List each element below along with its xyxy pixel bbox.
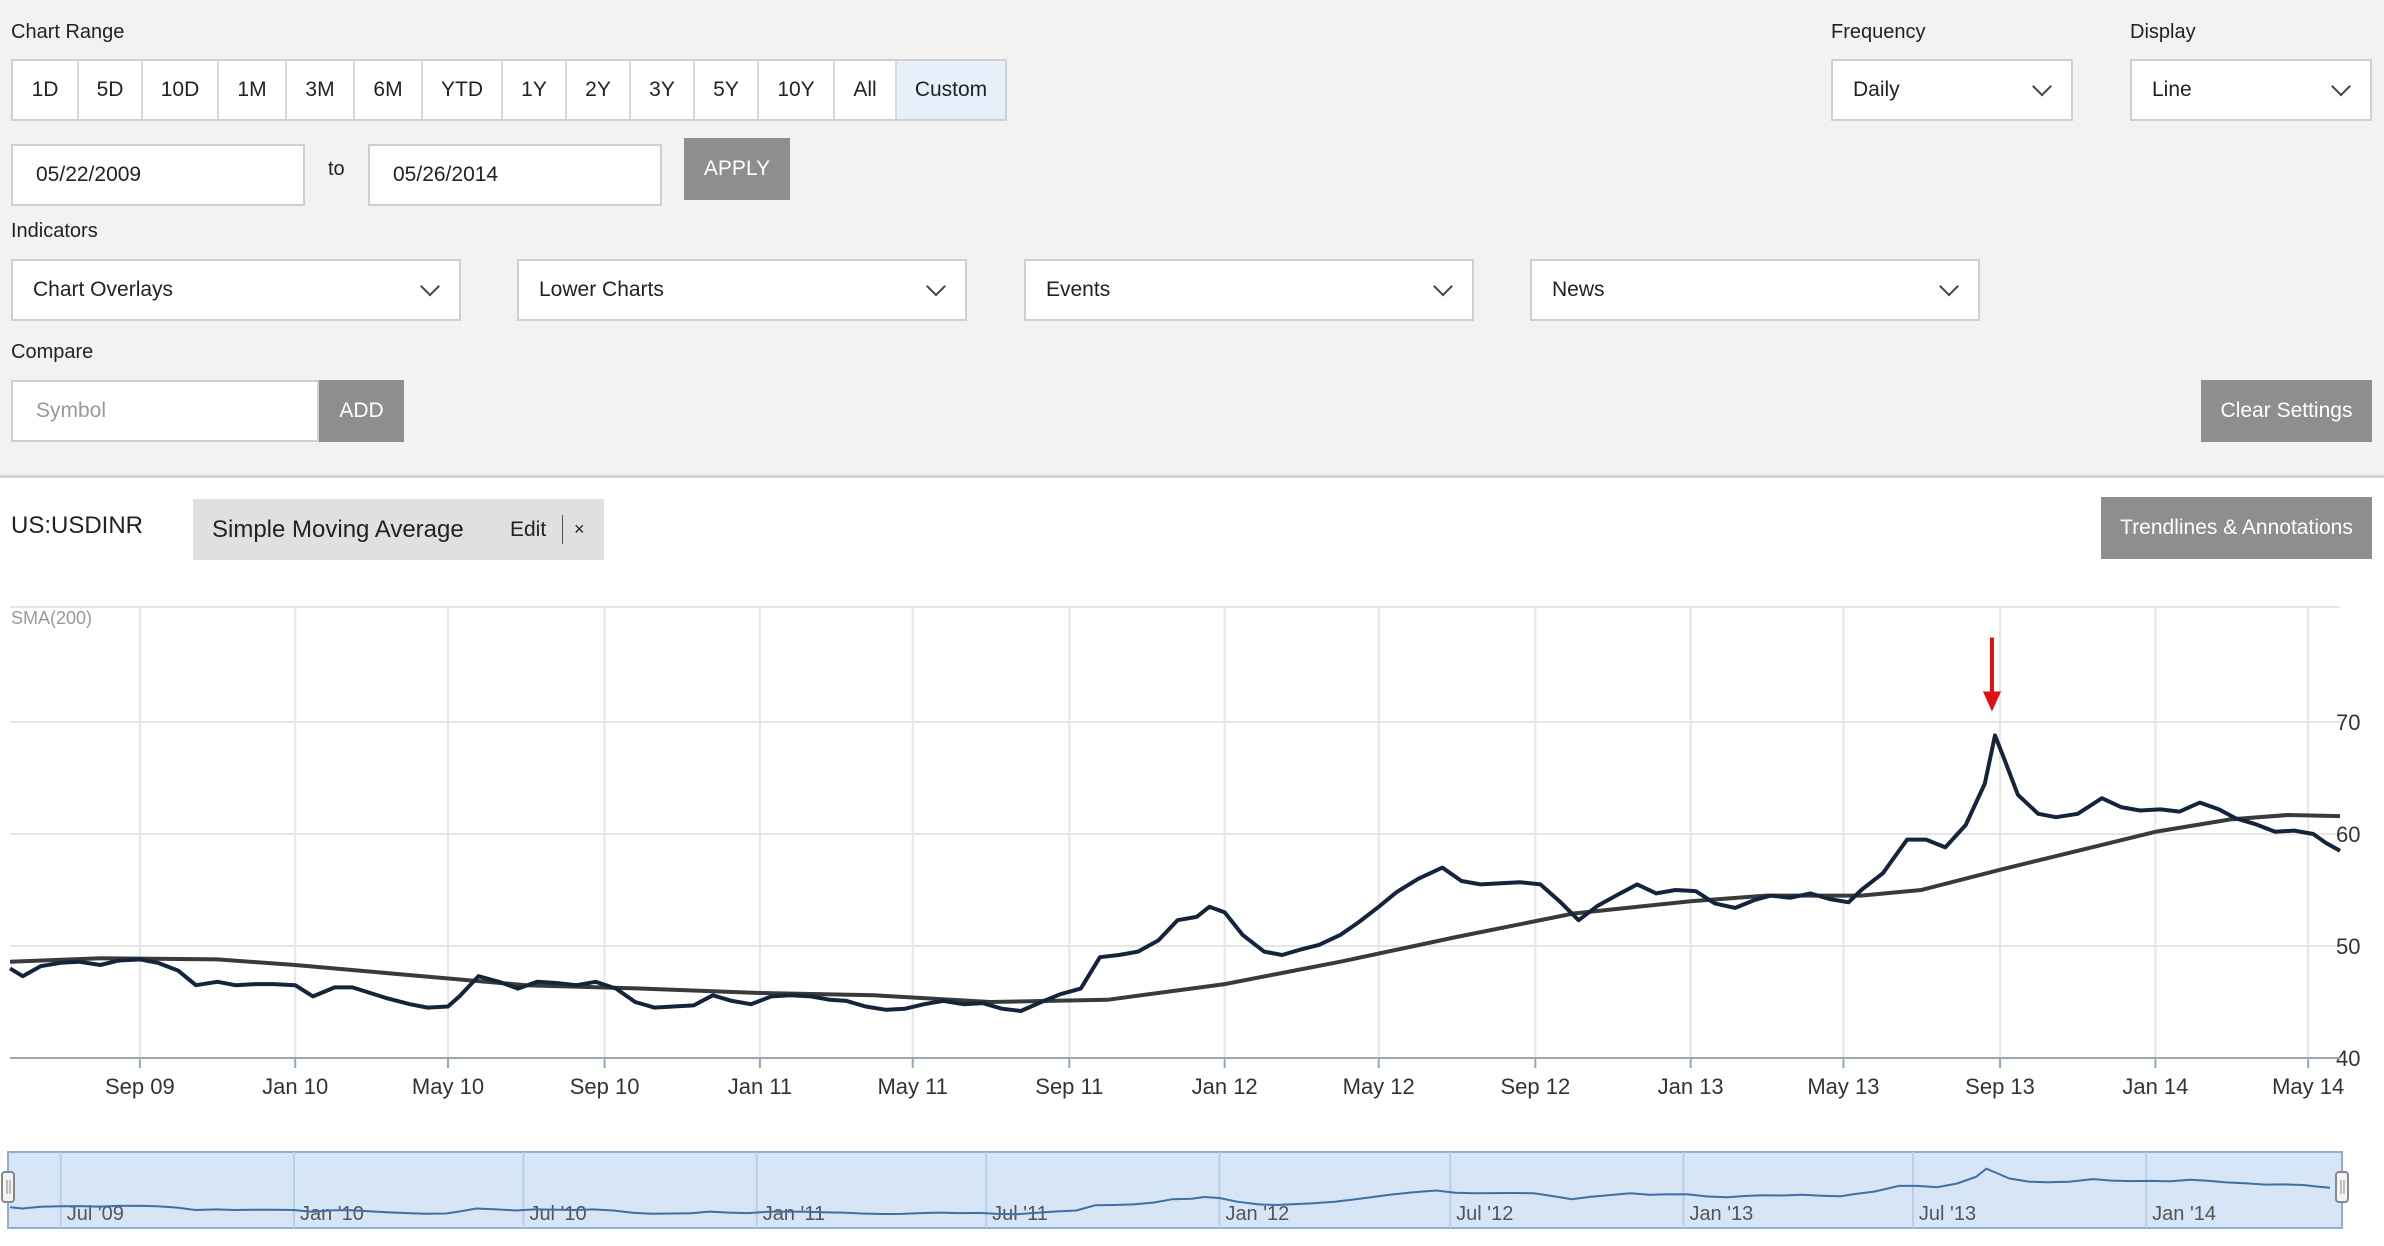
indicator-pill: Simple Moving Average Edit × [193,499,604,560]
sma-line [9,812,2341,1005]
range-button-1y[interactable]: 1Y [503,61,567,119]
to-date-value: 05/26/2014 [393,163,499,186]
x-tick-label: Sep 13 [1965,1074,2035,1099]
to-date-input[interactable]: 05/26/2014 [368,144,662,206]
navigator-label: Jul '10 [529,1203,586,1225]
y-tick-label: 50 [2336,934,2360,959]
indicator-menu-news[interactable]: News [1530,259,1980,321]
range-button-5d[interactable]: 5D [79,61,143,119]
remove-indicator-button[interactable]: × [574,519,585,539]
navigator-handle[interactable] [1,1171,15,1203]
apply-button[interactable]: APPLY [684,138,790,200]
symbol-input[interactable]: Symbol [11,380,319,442]
indicator-menu-label: Lower Charts [539,278,664,301]
y-tick-label: 70 [2336,710,2360,735]
compare-label: Compare [11,341,94,363]
indicator-menu-lower-charts[interactable]: Lower Charts [517,259,967,321]
indicator-menu-events[interactable]: Events [1024,259,1474,321]
from-date-input[interactable]: 05/22/2009 [11,144,305,206]
x-tick-label: May 13 [1807,1074,1879,1099]
pill-divider [562,515,563,544]
x-tick-label: May 10 [412,1074,484,1099]
range-button-5y[interactable]: 5Y [695,61,759,119]
x-tick-label: Jan 12 [1192,1074,1258,1099]
controls-panel: Chart Range 1D 5D 10D 1M 3M 6M YTD 1Y 2Y 3Y 5Y 10Y A… [0,0,2384,478]
sma-label: SMA(200) [11,608,93,628]
range-button-3m[interactable]: 3M [287,61,355,119]
add-button[interactable]: ADD [319,380,404,442]
display-select[interactable]: Line [2130,59,2372,121]
range-button-6m[interactable]: 6M [355,61,423,119]
range-button-3y[interactable]: 3Y [631,61,695,119]
range-button-10d[interactable]: 10D [143,61,219,119]
navigator-line [9,1167,2331,1216]
chart-range-label: Chart Range [11,21,125,43]
symbol-placeholder: Symbol [36,399,107,422]
navigator-label: Jan '11 [763,1203,825,1225]
symbol-title: US:USDINR [11,512,144,539]
indicators-label: Indicators [11,220,98,242]
from-date-value: 05/22/2009 [36,163,142,186]
display-label: Display [2130,21,2196,43]
y-tick-label: 40 [2336,1046,2360,1071]
navigator-label: Jul '13 [1919,1203,1976,1225]
indicator-menu-chart-overlays[interactable]: Chart Overlays [11,259,461,321]
to-label: to [328,158,345,180]
range-button-ytd[interactable]: YTD [423,61,503,119]
navigator-label: Jan '14 [2152,1203,2216,1225]
x-tick-label: Jan 13 [1658,1074,1724,1099]
display-value: Line [2152,78,2192,101]
x-tick-label: May 11 [877,1074,948,1099]
edit-indicator-button[interactable]: Edit [510,517,547,541]
x-tick-label: Sep 11 [1035,1074,1103,1099]
range-button-2y[interactable]: 2Y [567,61,631,119]
indicator-menu-label: Events [1046,278,1111,301]
x-tick-label: Jan 10 [262,1074,328,1099]
x-tick-label: Sep 09 [105,1074,175,1099]
frequency-label: Frequency [1831,21,1926,43]
clear-settings-button[interactable]: Clear Settings [2201,380,2372,442]
navigator-handle[interactable] [2335,1171,2349,1203]
indicator-menu-label: News [1552,278,1605,301]
price-line [8,733,2341,1013]
x-tick-label: May 14 [2272,1074,2344,1099]
range-button-custom[interactable]: Custom [897,61,1005,119]
frequency-value: Daily [1853,78,1900,101]
indicator-menu-label: Chart Overlays [33,278,174,301]
navigator-label: Jul '09 [67,1203,124,1225]
x-tick-label: Sep 10 [570,1074,640,1099]
frequency-select[interactable]: Daily [1831,59,2073,121]
indicator-name: Simple Moving Average [212,515,464,543]
range-button-1d[interactable]: 1D [13,61,79,119]
range-button-1m[interactable]: 1M [219,61,287,119]
navigator-label: Jul '12 [1456,1203,1513,1225]
x-tick-label: Jan 14 [2122,1074,2188,1099]
x-tick-label: Sep 12 [1500,1074,1570,1099]
navigator-label: Jan '12 [1225,1203,1289,1225]
y-tick-label: 60 [2336,822,2360,847]
trendlines-annotations-button[interactable]: Trendlines & Annotations [2101,497,2372,559]
x-tick-label: May 12 [1343,1074,1415,1099]
annotation-arrow-head [1982,691,2001,712]
x-tick-label: Jan 11 [728,1074,792,1099]
range-button-10y[interactable]: 10Y [759,61,835,119]
navigator-label: Jan '13 [1689,1203,1753,1225]
range-button-all[interactable]: All [835,61,897,119]
navigator-label: Jan '10 [300,1203,364,1225]
range-button-group: 1D 5D 10D 1M 3M 6M YTD 1Y 2Y 3Y 5Y 10Y All Custom [11,59,1007,121]
